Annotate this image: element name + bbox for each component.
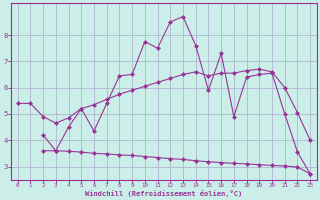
X-axis label: Windchill (Refroidissement éolien,°C): Windchill (Refroidissement éolien,°C) <box>85 190 243 197</box>
